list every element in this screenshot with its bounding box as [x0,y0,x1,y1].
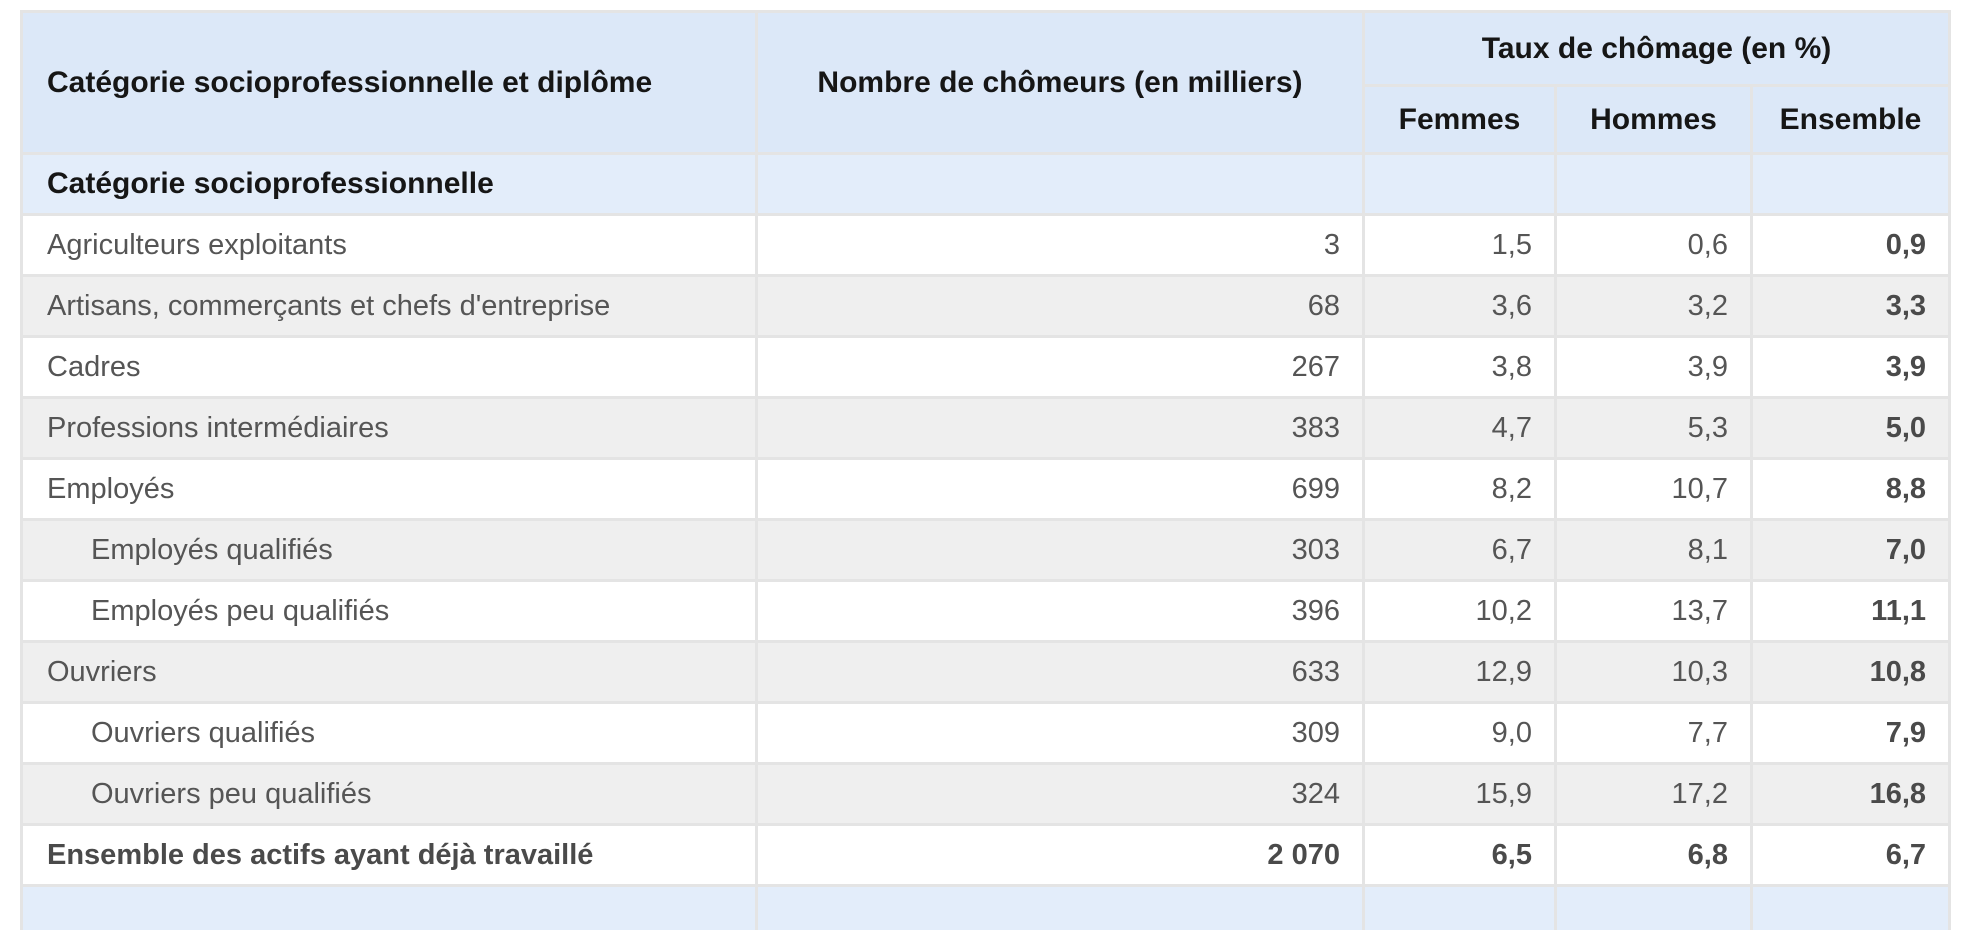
row-men-rate: 10,7 [1554,457,1753,521]
row-label: Artisans, commerçants et chefs d'entrepr… [20,274,758,338]
row-label: Ouvriers qualifiés [20,701,758,765]
unemployment-table: Catégorie socioprofessionnelle et diplôm… [20,9,1952,930]
row-ensemble-rate: 11,1 [1749,579,1952,643]
row-women-rate: 6,7 [1362,518,1557,582]
section-count-cell [755,152,1365,216]
section-row-category: Catégorie socioprofessionnelle [20,152,1952,216]
row-women-rate: 1,5 [1362,213,1557,277]
row-ensemble-rate: 5,0 [1749,396,1952,460]
row-label: Ensemble des actifs ayant déjà travaillé [20,823,758,887]
partial-cell [1749,884,1952,930]
row-count: 633 [755,640,1365,704]
row-men-rate: 8,1 [1554,518,1753,582]
row-women-rate: 12,9 [1362,640,1557,704]
row-label: Employés peu qualifiés [20,579,758,643]
row-women-rate: 10,2 [1362,579,1557,643]
table-row: Ouvriers peu qualifiés 324 15,9 17,2 16,… [20,762,1952,826]
row-ensemble-rate: 7,0 [1749,518,1952,582]
row-men-rate: 17,2 [1554,762,1753,826]
row-ensemble-rate: 10,8 [1749,640,1952,704]
row-men-rate: 13,7 [1554,579,1753,643]
row-women-rate: 8,2 [1362,457,1557,521]
partial-cell [20,884,758,930]
row-label: Professions intermédiaires [20,396,758,460]
header-row-sub: Femmes Hommes Ensemble [22,84,1952,155]
section-label: Catégorie socioprofessionnelle [20,152,758,216]
table-row: Ouvriers qualifiés 309 9,0 7,7 7,9 [20,701,1952,765]
partial-cell [755,884,1365,930]
column-header-category: Catégorie socioprofessionnelle et diplôm… [20,10,758,155]
table-header: Catégorie socioprofessionnelle et diplôm… [20,9,1952,155]
row-count: 267 [755,335,1365,399]
table-row: Agriculteurs exploitants 3 1,5 0,6 0,9 [20,213,1952,277]
table-row: Professions intermédiaires 383 4,7 5,3 5… [20,396,1952,460]
table-row: Employés 699 8,2 10,7 8,8 [20,457,1952,521]
row-label: Employés [20,457,758,521]
row-label: Ouvriers [20,640,758,704]
row-label: Ouvriers peu qualifiés [20,762,758,826]
row-men-rate: 10,3 [1554,640,1753,704]
row-count: 324 [755,762,1365,826]
partial-next-section-row [20,884,1952,930]
partial-cell [1362,884,1557,930]
row-ensemble-rate: 3,3 [1749,274,1952,338]
row-men-rate: 3,2 [1554,274,1753,338]
row-ensemble-rate: 7,9 [1749,701,1952,765]
column-header-men: Hommes [1554,84,1753,155]
row-label: Employés qualifiés [20,518,758,582]
row-ensemble-rate: 16,8 [1749,762,1952,826]
row-women-rate: 3,6 [1362,274,1557,338]
row-count: 303 [755,518,1365,582]
row-count: 396 [755,579,1365,643]
partial-cell [1554,884,1753,930]
row-count: 309 [755,701,1365,765]
row-men-rate: 6,8 [1554,823,1753,887]
row-men-rate: 7,7 [1554,701,1753,765]
row-label: Cadres [20,335,758,399]
row-ensemble-rate: 0,9 [1749,213,1952,277]
row-ensemble-rate: 8,8 [1749,457,1952,521]
row-count: 3 [755,213,1365,277]
table-row: Ouvriers 633 12,9 10,3 10,8 [20,640,1952,704]
row-count: 383 [755,396,1365,460]
row-men-rate: 0,6 [1554,213,1753,277]
section-ensemble-cell [1749,152,1952,216]
table-row: Cadres 267 3,8 3,9 3,9 [20,335,1952,399]
table-row: Employés qualifiés 303 6,7 8,1 7,0 [20,518,1952,582]
row-count: 699 [755,457,1365,521]
section-men-cell [1554,152,1753,216]
column-header-women: Femmes [1362,84,1557,155]
row-label: Agriculteurs exploitants [20,213,758,277]
row-women-rate: 3,8 [1362,335,1557,399]
row-count: 68 [755,274,1365,338]
row-count: 2 070 [755,823,1365,887]
table-body: Catégorie socioprofessionnelle Agriculte… [20,152,1952,930]
column-header-rate-group: Taux de chômage (en %) [1361,9,1952,88]
row-men-rate: 5,3 [1554,396,1753,460]
table-row: Employés peu qualifiés 396 10,2 13,7 11,… [20,579,1952,643]
row-women-rate: 15,9 [1362,762,1557,826]
table-row: Ensemble des actifs ayant déjà travaillé… [20,823,1952,887]
row-ensemble-rate: 3,9 [1749,335,1952,399]
header-row-main: Catégorie socioprofessionnelle et diplôm… [20,9,1952,155]
row-women-rate: 9,0 [1362,701,1557,765]
row-women-rate: 6,5 [1362,823,1557,887]
row-women-rate: 4,7 [1362,396,1557,460]
table-row: Artisans, commerçants et chefs d'entrepr… [20,274,1952,338]
column-header-count: Nombre de chômeurs (en milliers) [755,10,1365,155]
row-ensemble-rate: 6,7 [1749,823,1952,887]
column-header-ensemble: Ensemble [1749,84,1952,155]
section-women-cell [1362,152,1557,216]
row-men-rate: 3,9 [1554,335,1753,399]
